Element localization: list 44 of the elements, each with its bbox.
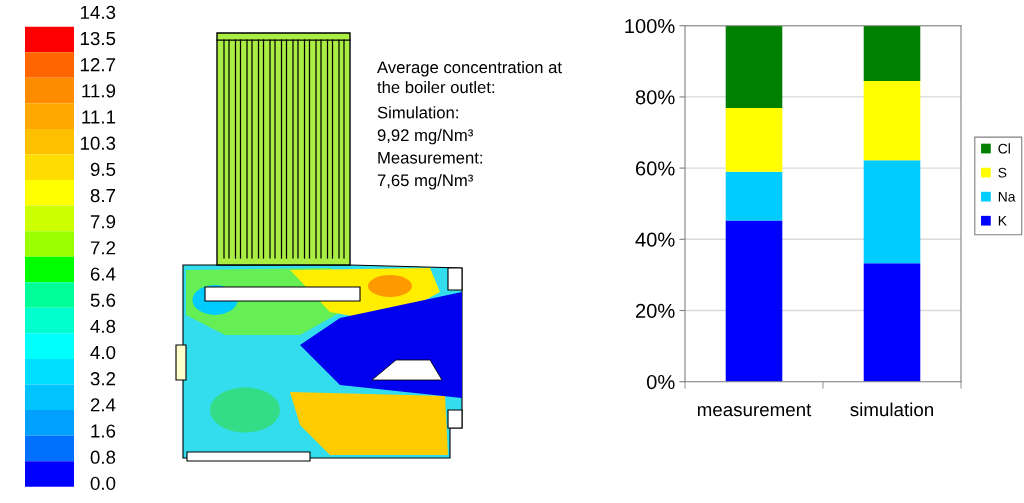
text: 3.2 <box>90 372 116 386</box>
bar <box>725 107 783 172</box>
text: 7,65 mg/Nm³ <box>377 174 473 190</box>
text: Average concentration at the boiler outlet: <box>377 61 562 94</box>
text: 9,92 mg/Nm³ <box>377 128 473 145</box>
legend-label: Na <box>998 191 1016 202</box>
bar <box>725 25 783 108</box>
text: 2.4 <box>90 398 116 412</box>
text: 11.9 <box>82 84 116 98</box>
text: 14.3 <box>80 5 116 20</box>
bar <box>863 160 921 264</box>
text: 6.4 <box>90 267 116 281</box>
legend-label: K <box>998 216 1007 226</box>
y-tick-label: 20% <box>635 303 675 318</box>
text: 7.9 <box>90 215 116 229</box>
bar <box>863 80 921 161</box>
text: 7.2 <box>90 241 116 255</box>
bar <box>863 263 921 382</box>
y-tick-label: 80% <box>635 90 675 105</box>
x-tick-label: measurement <box>697 404 812 417</box>
text: 4.0 <box>90 345 116 360</box>
text: 10.3 <box>80 136 116 150</box>
bar <box>725 171 783 221</box>
text: 9.5 <box>90 162 116 177</box>
legend-label: S <box>998 167 1007 178</box>
y-tick-label: 60% <box>635 161 675 176</box>
y-tick-label: 40% <box>635 232 675 247</box>
text: Measurement: <box>378 152 483 164</box>
text: 0.8 <box>90 450 116 464</box>
y-tick-label: 100% <box>625 18 675 34</box>
text: Simulation: <box>377 106 458 119</box>
y-tick-label: 0% <box>646 374 675 390</box>
text: 13.5 <box>80 31 116 46</box>
bar <box>725 220 783 382</box>
text: 4.8 <box>90 319 116 334</box>
text: 12.7 <box>80 58 116 72</box>
text: 1.6 <box>91 424 116 438</box>
x-tick-label: simulation <box>850 402 933 417</box>
text: 5.6 <box>90 293 116 307</box>
text: 0.0 <box>90 476 116 491</box>
text: 11.1 <box>82 110 116 124</box>
bar <box>863 25 921 81</box>
legend-label: Cl <box>998 143 1010 154</box>
text: 8.7 <box>90 188 116 203</box>
